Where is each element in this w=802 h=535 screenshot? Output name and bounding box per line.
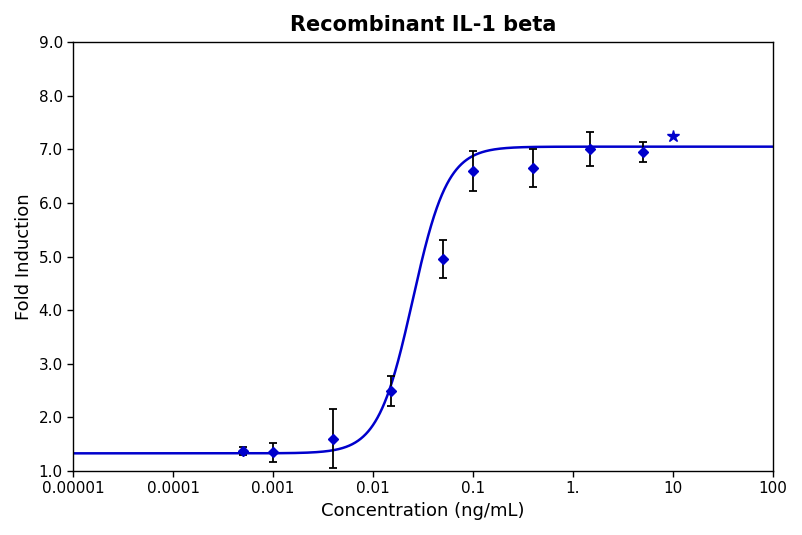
X-axis label: Concentration (ng/mL): Concentration (ng/mL) — [321, 502, 525, 520]
Title: Recombinant IL-1 beta: Recombinant IL-1 beta — [290, 15, 556, 35]
Y-axis label: Fold Induction: Fold Induction — [15, 193, 33, 320]
